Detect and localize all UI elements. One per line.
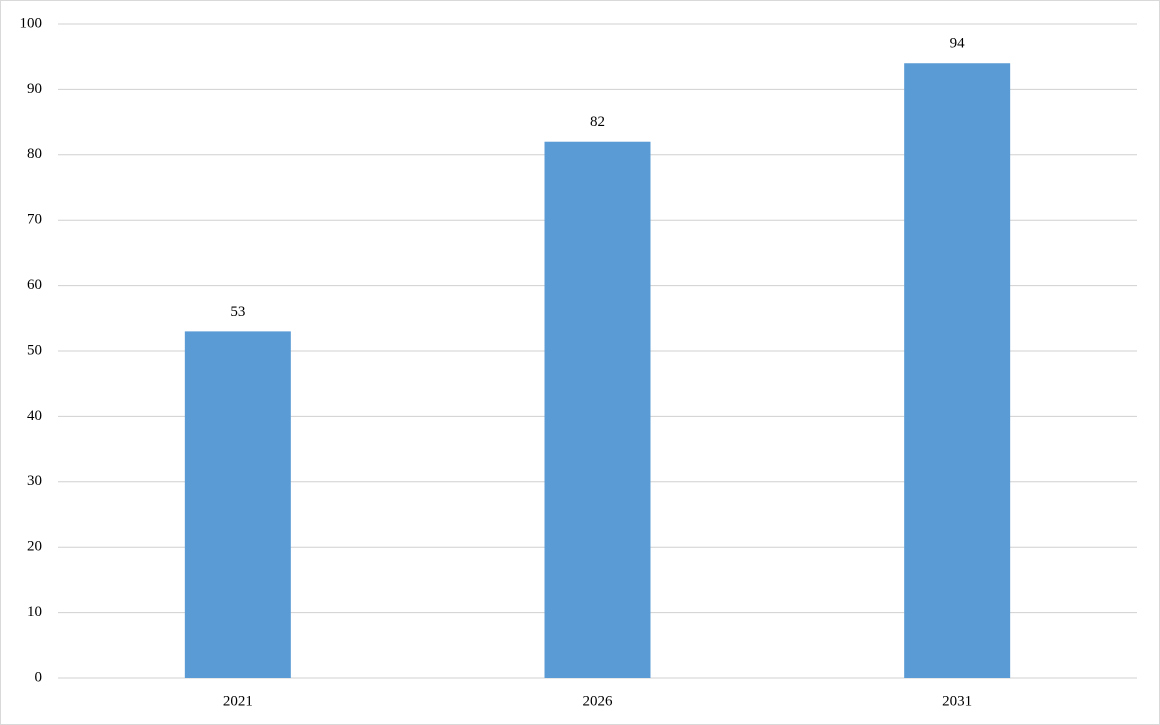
data-label: 82 — [590, 114, 605, 130]
bar — [904, 63, 1011, 679]
y-tick-label: 10 — [27, 604, 42, 620]
y-tick-label: 0 — [35, 669, 43, 685]
y-tick-label: 50 — [27, 342, 42, 358]
x-tick-label: 2031 — [942, 693, 972, 709]
y-tick-label: 20 — [27, 539, 42, 555]
y-tick-label: 40 — [27, 408, 42, 424]
bar — [544, 141, 651, 679]
x-tick-label: 2021 — [223, 693, 253, 709]
y-tick-label: 30 — [27, 473, 42, 489]
data-label: 53 — [230, 304, 245, 320]
x-tick-label: 2026 — [583, 693, 614, 709]
y-tick-label: 80 — [27, 146, 42, 162]
y-tick-label: 60 — [27, 277, 42, 293]
y-tick-label: 90 — [27, 81, 42, 97]
y-tick-label: 70 — [27, 212, 42, 228]
y-tick-label: 100 — [20, 15, 43, 31]
data-label: 94 — [950, 36, 966, 52]
bar — [184, 331, 291, 678]
